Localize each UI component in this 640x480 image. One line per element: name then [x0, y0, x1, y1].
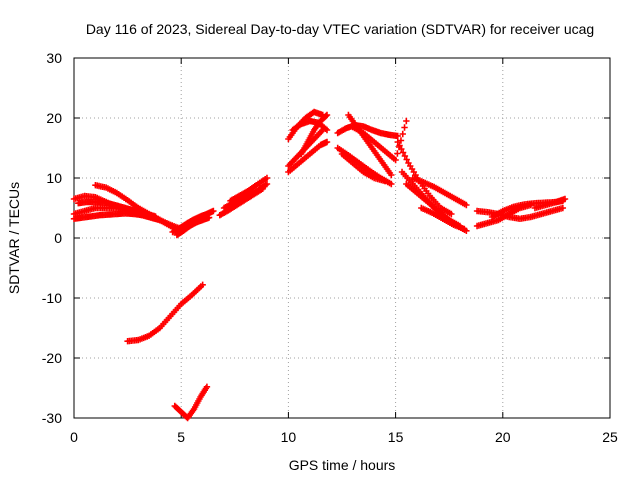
- y-tick-label: 10: [46, 170, 62, 186]
- data-point: [394, 150, 401, 157]
- data-point: [559, 204, 567, 212]
- data-point: [263, 174, 271, 182]
- data-point: [403, 117, 410, 125]
- series-track-29: [531, 195, 569, 212]
- data-point: [448, 210, 455, 218]
- y-tick-label: -30: [42, 410, 62, 426]
- data-point: [263, 180, 271, 188]
- data-point: [399, 149, 407, 156]
- data-point: [561, 195, 569, 203]
- series-track-10: [227, 174, 271, 204]
- data-point: [323, 111, 331, 119]
- x-tick-labels: 0 5 10 15 20 25: [70, 429, 618, 445]
- y-tick-label: 20: [46, 110, 62, 126]
- data-point: [156, 216, 163, 224]
- grid: [74, 58, 610, 418]
- data-point: [152, 213, 159, 220]
- series-track-5: [75, 198, 159, 220]
- data-point: [199, 281, 206, 288]
- chart-title: Day 116 of 2023, Sidereal Day-to-day VTE…: [86, 21, 594, 37]
- series-track-30: [124, 281, 206, 345]
- y-axis-label: SDTVAR / TECUs: [6, 182, 22, 294]
- x-tick-label: 10: [281, 429, 297, 445]
- series-track-9: [216, 185, 266, 219]
- y-tick-label: 0: [54, 230, 62, 246]
- y-tick-labels: -30 -20 -10 0 10 20 30: [42, 50, 62, 426]
- data-point: [394, 132, 401, 140]
- data-point: [322, 112, 330, 120]
- data-point: [205, 214, 213, 221]
- y-tick-label: 30: [46, 50, 62, 66]
- data-point: [392, 156, 399, 164]
- series-track-21: [394, 138, 455, 218]
- series-track-15: [289, 117, 331, 134]
- data-point: [461, 225, 468, 233]
- x-axis-label: GPS time / hours: [289, 457, 396, 473]
- data-point: [394, 138, 401, 146]
- series-track-13: [285, 138, 331, 176]
- series-track-20: [349, 117, 410, 164]
- series-track-31: [171, 383, 211, 422]
- data-point: [398, 145, 405, 153]
- x-tick-label: 20: [495, 429, 511, 445]
- data-point: [396, 142, 403, 149]
- data-point: [401, 152, 409, 160]
- data-point: [323, 126, 331, 134]
- data-point: [397, 137, 405, 144]
- x-tick-label: 25: [602, 429, 618, 445]
- data-point: [381, 177, 389, 185]
- axis-ticks: [73, 57, 611, 419]
- series-track-19: [338, 150, 389, 185]
- series-track-24: [409, 174, 470, 209]
- data-point: [203, 383, 211, 390]
- series-track-25: [418, 204, 468, 233]
- data-point: [323, 138, 331, 146]
- data-point: [388, 171, 395, 179]
- data-point: [259, 185, 266, 192]
- data-point: [210, 207, 217, 215]
- data-point: [399, 130, 406, 138]
- x-tick-label: 5: [177, 429, 185, 445]
- series-track-7: [173, 214, 213, 239]
- data-point: [401, 124, 408, 131]
- data-point: [463, 201, 470, 209]
- data-point: [403, 156, 410, 163]
- y-tick-label: -10: [42, 290, 62, 306]
- data-point: [388, 180, 395, 188]
- data-marks: [70, 108, 569, 422]
- x-tick-label: 15: [388, 429, 404, 445]
- y-tick-label: -20: [42, 350, 62, 366]
- x-tick-label: 0: [70, 429, 78, 445]
